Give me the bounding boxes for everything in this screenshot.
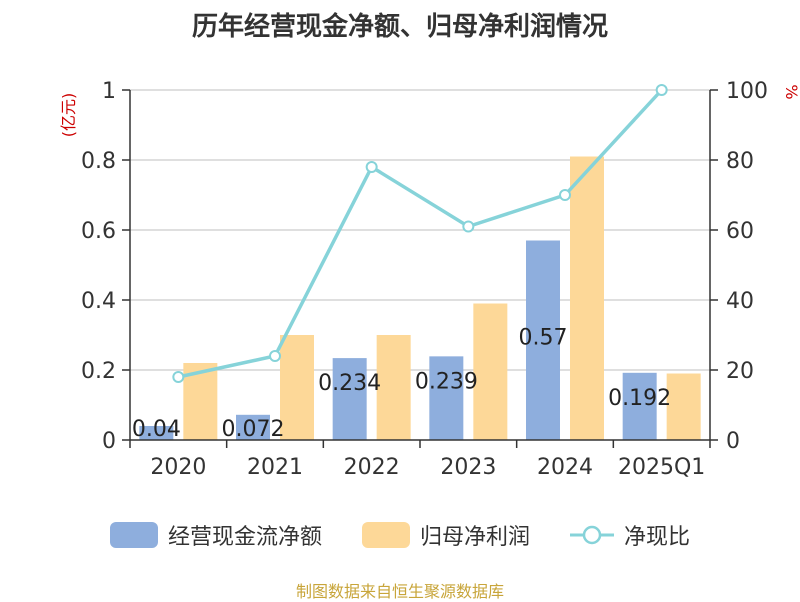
bar-cashflow-2020 bbox=[139, 426, 174, 440]
legend-label-ratio: 净现比 bbox=[624, 525, 691, 550]
bars bbox=[139, 156, 701, 440]
legend-swatch-ratio bbox=[570, 525, 614, 545]
y-left-unit-label: (亿元) bbox=[59, 93, 78, 138]
legend-swatch-cashflow bbox=[109, 522, 158, 548]
gridlines bbox=[130, 89, 710, 371]
x-tick-label-2020: 2020 bbox=[150, 455, 206, 480]
x-tick-label-2023: 2023 bbox=[440, 455, 496, 480]
legend-item-ratio[interactable]: 净现比 bbox=[570, 519, 690, 551]
legend-item-cashflow[interactable]: 经营现金流净额 bbox=[109, 519, 322, 551]
ratio-point-2020 bbox=[172, 371, 185, 383]
y-left-tick-label-2: 0.4 bbox=[81, 289, 116, 314]
bar-net-profit-2024 bbox=[570, 156, 604, 440]
data-label-cashflow-2025Q1: 0.192 bbox=[608, 386, 671, 411]
x-tick-label-2022: 2022 bbox=[344, 455, 400, 480]
y-right-unit-label: % bbox=[782, 84, 800, 99]
y-right-tick-label-5: 100 bbox=[726, 79, 768, 104]
bar-cashflow-2023 bbox=[429, 356, 464, 440]
ratio-point-2022 bbox=[365, 161, 378, 173]
ratio-line bbox=[172, 84, 668, 383]
ratio-point-2024 bbox=[559, 189, 571, 201]
legend-swatch-net-profit bbox=[361, 522, 410, 548]
y-right-tick-label-2: 40 bbox=[726, 289, 754, 314]
y-left-tick-label-3: 0.6 bbox=[81, 219, 116, 244]
legend-label-net-profit: 归母净利润 bbox=[419, 525, 530, 550]
bar-cashflow-2022 bbox=[332, 358, 367, 440]
source-note: 制图数据来自恒生聚源数据库 bbox=[295, 582, 504, 601]
bar-cashflow-2025Q1 bbox=[622, 372, 657, 440]
ratio-point-2021 bbox=[269, 350, 281, 362]
bar-net-profit-2023 bbox=[473, 303, 508, 440]
y-right-tick-label-4: 80 bbox=[726, 149, 754, 174]
data-labels: 0.04 0.072 0.234 0.239 0.57 0.192 bbox=[132, 326, 671, 443]
y-left-tick-label-0: 0 bbox=[102, 429, 116, 454]
y-left-tick-label-5: 1 bbox=[102, 79, 116, 104]
data-label-cashflow-2023: 0.239 bbox=[415, 369, 478, 394]
ratio-line-path bbox=[177, 88, 663, 379]
x-tick-label-2024: 2024 bbox=[537, 455, 593, 480]
legend: 经营现金流净额 归母净利润 净现比 bbox=[0, 518, 800, 552]
bar-cashflow-2021 bbox=[236, 414, 270, 440]
data-label-cashflow-2021: 0.072 bbox=[222, 417, 285, 442]
y-left-tick-label-1: 0.2 bbox=[81, 359, 116, 384]
chart-title: 历年经营现金净额、归母净利润情况 bbox=[191, 12, 608, 42]
data-label-cashflow-2020: 0.04 bbox=[132, 417, 181, 442]
y-left-tick-label-4: 0.8 bbox=[81, 149, 116, 174]
bar-net-profit-2022 bbox=[376, 335, 411, 440]
y-right-tick-label-3: 60 bbox=[726, 219, 754, 244]
y-right-tick-label-0: 0 bbox=[726, 429, 740, 454]
x-tick-label-2025Q1: 2025Q1 bbox=[618, 455, 705, 480]
bar-net-profit-2025Q1 bbox=[666, 373, 701, 440]
bar-cashflow-2024 bbox=[526, 240, 560, 440]
ratio-point-2023 bbox=[462, 220, 475, 233]
bar-net-profit-2021 bbox=[280, 335, 314, 440]
data-label-cashflow-2022: 0.234 bbox=[318, 371, 381, 396]
ratio-point-2025Q1 bbox=[655, 84, 668, 96]
axes: 0 0.2 0.4 0.6 0.8 1 0 20 40 60 80 100 2020 2021 2022 20… bbox=[59, 79, 800, 480]
legend-item-net-profit[interactable]: 归母净利润 bbox=[361, 519, 530, 551]
data-label-cashflow-2024: 0.57 bbox=[519, 326, 568, 351]
y-right-tick-label-1: 20 bbox=[726, 359, 754, 384]
legend-label-cashflow: 经营现金流净额 bbox=[167, 525, 322, 550]
x-tick-label-2021: 2021 bbox=[247, 455, 303, 480]
